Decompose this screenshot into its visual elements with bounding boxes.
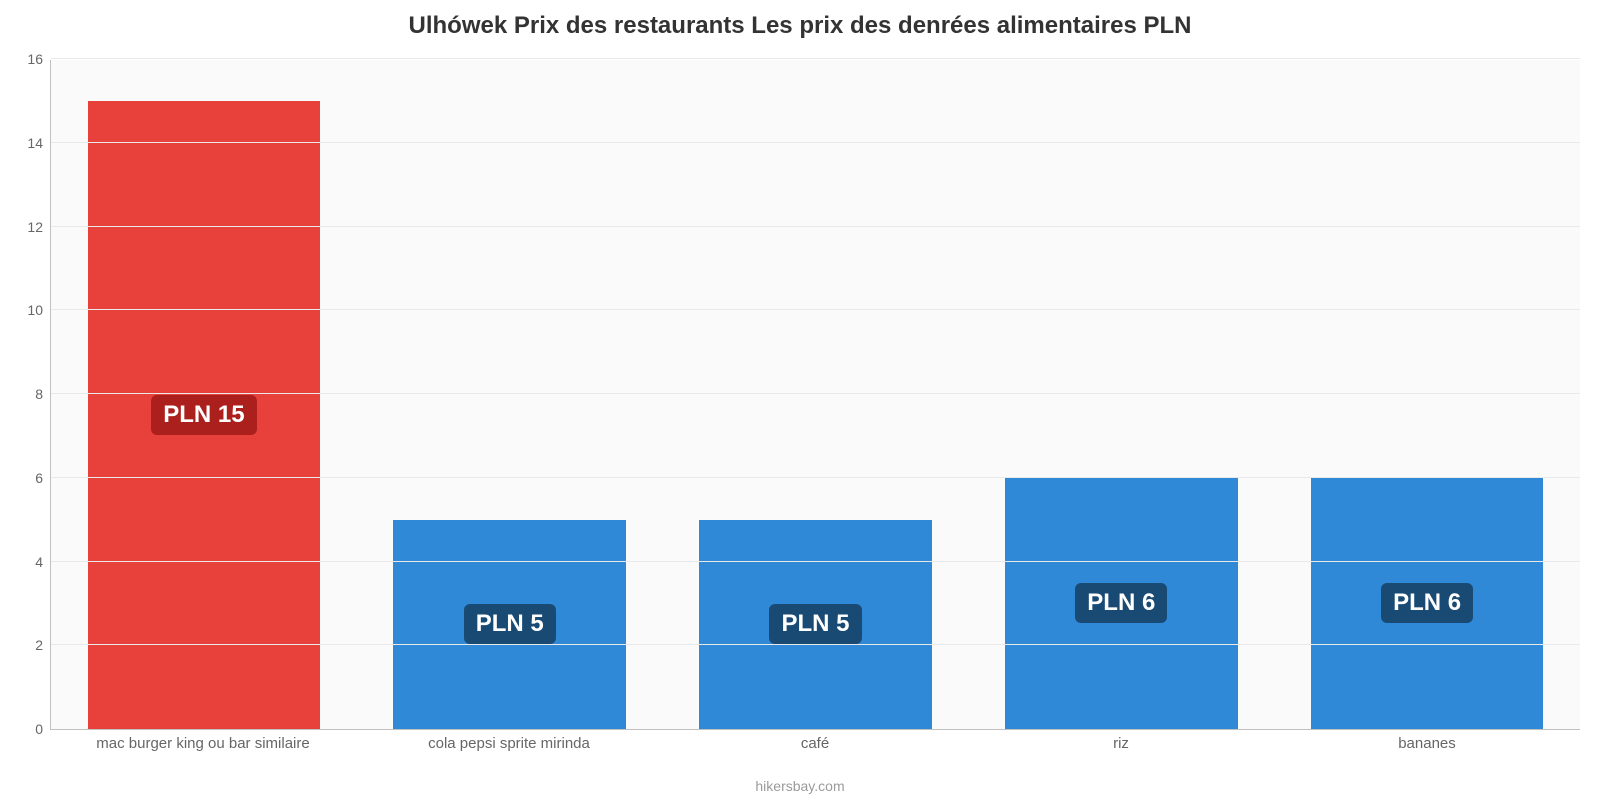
- grid-line: [51, 477, 1580, 478]
- bar: PLN 5: [393, 520, 626, 729]
- bar: PLN 5: [699, 520, 932, 729]
- y-tick-label: 14: [27, 135, 51, 151]
- bar-slot: PLN 5: [663, 60, 969, 729]
- bar-value-badge: PLN 6: [1381, 583, 1473, 623]
- bar-value-badge: PLN 5: [464, 604, 556, 644]
- bar-slot: PLN 6: [968, 60, 1274, 729]
- bars-container: PLN 15 PLN 5 PLN 5 PLN 6 PLN 6: [51, 60, 1580, 729]
- grid-line: [51, 393, 1580, 394]
- bar: PLN 6: [1311, 478, 1544, 729]
- grid-line: [51, 309, 1580, 310]
- bar-slot: PLN 6: [1274, 60, 1580, 729]
- y-tick-label: 6: [35, 470, 51, 486]
- x-tick-label: cola pepsi sprite mirinda: [356, 735, 662, 752]
- plot-area: PLN 15PLN 5PLN 5PLN 6PLN 6 0246810121416: [50, 60, 1580, 730]
- y-tick-label: 10: [27, 302, 51, 318]
- bar-value-badge: PLN 15: [151, 395, 256, 435]
- y-tick-label: 16: [27, 51, 51, 67]
- grid-line: [51, 58, 1580, 59]
- x-tick-label: mac burger king ou bar similaire: [50, 735, 356, 752]
- bar-value-badge: PLN 5: [769, 604, 861, 644]
- bar-slot: PLN 15: [51, 60, 357, 729]
- bar: PLN 6: [1005, 478, 1238, 729]
- bar-slot: PLN 5: [357, 60, 663, 729]
- x-tick-label: bananes: [1274, 735, 1580, 752]
- grid-line: [51, 226, 1580, 227]
- y-tick-label: 2: [35, 637, 51, 653]
- x-axis-labels: mac burger king ou bar similairecola pep…: [50, 735, 1580, 752]
- bar-value-badge: PLN 6: [1075, 583, 1167, 623]
- chart-title: Ulhówek Prix des restaurants Les prix de…: [0, 12, 1600, 40]
- y-tick-label: 12: [27, 219, 51, 235]
- attribution-text: hikersbay.com: [0, 778, 1600, 794]
- x-tick-label: riz: [968, 735, 1274, 752]
- y-tick-label: 4: [35, 554, 51, 570]
- grid-line: [51, 142, 1580, 143]
- x-tick-label: café: [662, 735, 968, 752]
- grid-line: [51, 561, 1580, 562]
- price-bar-chart: Ulhówek Prix des restaurants Les prix de…: [0, 0, 1600, 800]
- grid-line: [51, 644, 1580, 645]
- y-tick-label: 8: [35, 386, 51, 402]
- y-tick-label: 0: [35, 721, 51, 737]
- bar: PLN 15: [88, 101, 321, 729]
